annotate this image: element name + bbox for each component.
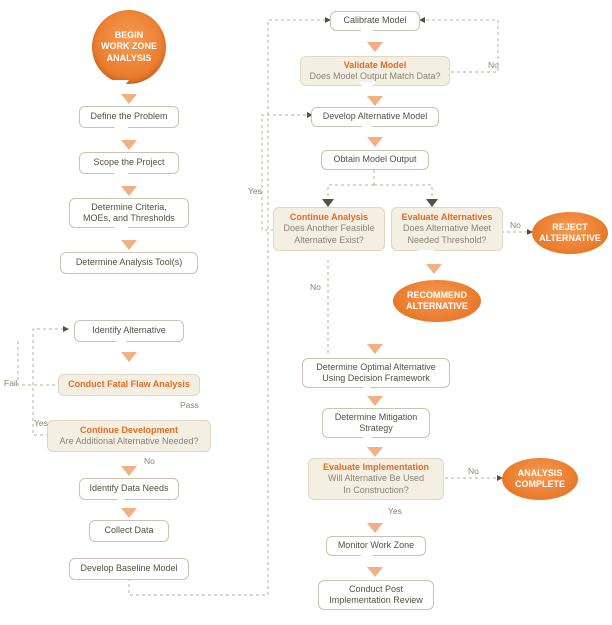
start-circle: BEGIN WORK ZONE ANALYSIS [92, 10, 166, 84]
box-monitor: Monitor Work Zone [326, 536, 426, 556]
q: Needed Threshold? [408, 235, 487, 246]
q: In Construction? [343, 485, 409, 496]
lbl-yes-cont: Yes [248, 186, 262, 196]
start-l1: BEGIN [115, 30, 144, 41]
t: Conduct Fatal Flaw Analysis [68, 379, 190, 390]
box-devalt: Develop Alternative Model [311, 107, 439, 127]
t: MOEs, and Thresholds [83, 213, 175, 224]
dec-evalimpl: Evaluate Implementation Will Alternative… [308, 458, 444, 500]
ellipse-complete: ANALYSIS COMPLETE [502, 458, 578, 500]
t: Determine Criteria, [91, 202, 167, 213]
lbl-no-eval: No [510, 220, 521, 230]
t: Using Decision Framework [322, 373, 430, 384]
dec-validate: Validate Model Does Model Output Match D… [300, 56, 450, 86]
q: Will Alternative Be Used [328, 473, 424, 484]
ellipse-recommend: RECOMMEND ALTERNATIVE [393, 280, 481, 322]
lbl-no-cont: No [310, 282, 321, 292]
lbl-no-left: No [144, 456, 155, 466]
t: Collect Data [104, 525, 153, 536]
q: Are Additional Alternative Needed? [59, 436, 198, 447]
box-collect: Collect Data [89, 520, 169, 542]
q: Does Another Feasible [283, 223, 374, 234]
box-identify: Identify Alternative [74, 320, 184, 342]
t: Identify Alternative [92, 325, 166, 336]
t: Evaluate Implementation [323, 462, 429, 473]
t: COMPLETE [515, 479, 565, 490]
ellipse-reject: REJECT ALTERNATIVE [532, 212, 608, 254]
t: Obtain Model Output [333, 154, 416, 165]
t: Continue Analysis [290, 212, 368, 223]
t: Monitor Work Zone [338, 540, 414, 551]
t: Continue Development [80, 425, 178, 436]
dec-evaluate: Evaluate Alternatives Does Alternative M… [391, 207, 503, 251]
dec-flaw: Conduct Fatal Flaw Analysis [58, 374, 200, 396]
t: Determine Mitigation [335, 412, 418, 423]
box-mitigation: Determine Mitigation Strategy [322, 408, 430, 438]
q: Alternative Exist? [294, 235, 364, 246]
t: REJECT [552, 222, 588, 233]
lbl-yes-impl: Yes [388, 506, 402, 516]
dec-continue: Continue Analysis Does Another Feasible … [273, 207, 385, 251]
t: Calibrate Model [343, 15, 406, 26]
t: RECOMMEND [407, 290, 467, 301]
t: Conduct Post [349, 584, 403, 595]
t: Develop Baseline Model [80, 563, 177, 574]
box-post: Conduct Post Implementation Review [318, 580, 434, 610]
lbl-no-impl: No [468, 466, 479, 476]
t: ANALYSIS [518, 468, 563, 479]
start-l3: ANALYSIS [107, 53, 152, 64]
t: ALTERNATIVE [406, 301, 468, 312]
t: Implementation Review [329, 595, 423, 606]
q: Does Alternative Meet [403, 223, 491, 234]
lbl-yes-left: Yes [34, 418, 48, 428]
q: Does Model Output Match Data? [309, 71, 440, 82]
lbl-fail: Fail [4, 378, 18, 388]
t: Scope the Project [93, 157, 164, 168]
t: Determine Optimal Alternative [316, 362, 436, 373]
box-optimal: Determine Optimal Alternative Using Deci… [302, 358, 450, 388]
start-l2: WORK ZONE [101, 41, 157, 52]
box-tools: Determine Analysis Tool(s) [60, 252, 198, 274]
box-needs: Identify Data Needs [79, 478, 179, 500]
lbl-no-validate: No [488, 60, 499, 70]
box-baseline: Develop Baseline Model [69, 558, 189, 580]
t: Develop Alternative Model [323, 111, 428, 122]
box-criteria: Determine Criteria, MOEs, and Thresholds [69, 198, 189, 228]
box-obtain: Obtain Model Output [321, 150, 429, 170]
dec-contdev: Continue Development Are Additional Alte… [47, 420, 211, 452]
t: Define the Problem [90, 111, 167, 122]
t: Validate Model [344, 60, 407, 71]
t: Determine Analysis Tool(s) [76, 257, 182, 268]
box-define: Define the Problem [79, 106, 179, 128]
box-calibrate: Calibrate Model [330, 11, 420, 31]
t: ALTERNATIVE [539, 233, 601, 244]
box-scope: Scope the Project [79, 152, 179, 174]
t: Identify Data Needs [89, 483, 168, 494]
lbl-pass: Pass [180, 400, 199, 410]
t: Evaluate Alternatives [402, 212, 493, 223]
